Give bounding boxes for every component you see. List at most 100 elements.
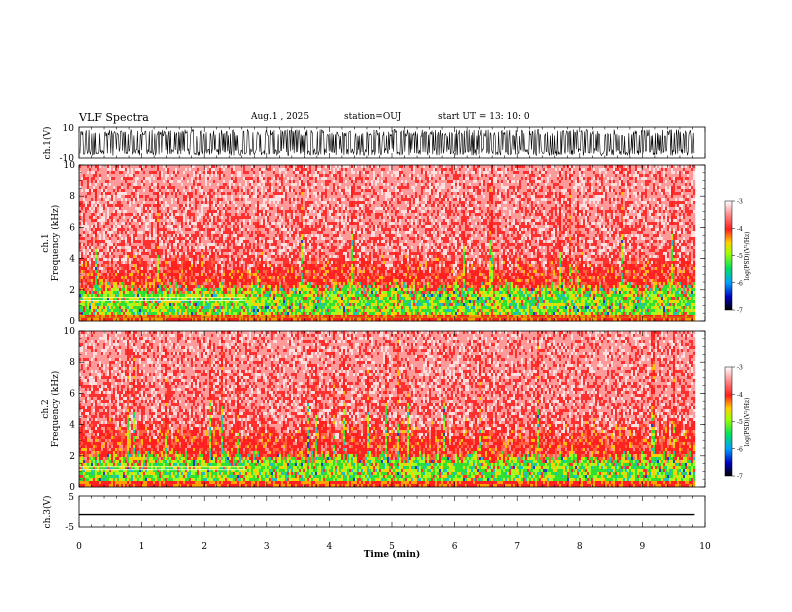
spectrogram-cell (85, 165, 87, 168)
spectrogram-cell (89, 198, 91, 201)
spectrogram-cell (103, 216, 105, 219)
spectrogram-cell (109, 189, 111, 192)
spectrogram-cell (107, 294, 109, 297)
spectrogram-cell (111, 240, 113, 243)
spectrogram-cell (81, 306, 83, 309)
spectrogram-cell (93, 243, 95, 246)
spectrogram-cell (117, 195, 119, 198)
spectrogram-cell (107, 261, 109, 264)
spectrogram-cell (93, 264, 95, 267)
spectrogram-cell (109, 249, 111, 252)
spectrogram-cell (117, 171, 119, 174)
spectrogram-cell (89, 237, 91, 240)
spectrogram-cell (117, 219, 119, 222)
spectrogram-cell (99, 309, 101, 312)
spectrogram-cell (83, 189, 85, 192)
spectrogram-cell (103, 255, 105, 258)
spectrogram-cell (99, 294, 101, 297)
spectrogram-cell (111, 225, 113, 228)
spectrogram-cell (111, 261, 113, 264)
spectrogram-cell (103, 312, 105, 315)
spectrogram-cell (97, 210, 99, 213)
spectrogram-cell (111, 273, 113, 276)
spectrogram-cell (91, 303, 93, 306)
spectrogram-cell (107, 270, 109, 273)
spectrogram-cell (81, 243, 83, 246)
spectrogram-cell (117, 291, 119, 294)
spectrogram-cell (105, 243, 107, 246)
spectrogram-cell (101, 276, 103, 279)
spectrogram-cell (97, 240, 99, 243)
spectrogram-cell (107, 282, 109, 285)
spectrogram-cell (91, 255, 93, 258)
spectrogram-cell (89, 258, 91, 261)
spectrogram-cell (113, 249, 115, 252)
spectrogram-cell (115, 291, 117, 294)
spectrogram-cell (91, 264, 93, 267)
spectrogram-cell (97, 312, 99, 315)
spectrogram-cell (117, 213, 119, 216)
spectrogram-cell (87, 186, 89, 189)
spectrogram-cell (105, 213, 107, 216)
spectrogram-cell (99, 165, 101, 168)
spectrogram-cell (107, 228, 109, 231)
spectrogram-cell (97, 270, 99, 273)
spectrogram-cell (113, 165, 115, 168)
spectrogram-cell (93, 267, 95, 270)
spectrogram-cell (95, 309, 97, 312)
spectrogram-cell (111, 183, 113, 186)
spectrogram-cell (97, 288, 99, 291)
spectrogram-cell (101, 177, 103, 180)
spectrogram-cell (89, 294, 91, 297)
spectrogram-cell (89, 207, 91, 210)
spectrogram-cell (99, 234, 101, 237)
spectrogram-cell (81, 273, 83, 276)
spectrogram-cell (115, 183, 117, 186)
spectrogram-cell (103, 291, 105, 294)
spectrogram-cell (83, 213, 85, 216)
spectrogram-cell (103, 171, 105, 174)
spectrogram-cell (85, 291, 87, 294)
spectrogram-cell (119, 189, 121, 192)
spectrogram-cell (95, 282, 97, 285)
spectrogram-cell (93, 195, 95, 198)
spectrogram-cell (83, 312, 85, 315)
spectrogram-cell (111, 222, 113, 225)
spectrogram-cell (115, 282, 117, 285)
spectrogram-cell (103, 252, 105, 255)
spectrogram-cell (95, 279, 97, 282)
spectrogram-cell (109, 246, 111, 249)
spectrogram-cell (105, 291, 107, 294)
spectrogram-cell (97, 231, 99, 234)
spectrogram-cell (113, 276, 115, 279)
spectrogram-cell (81, 186, 83, 189)
spectrogram-cell (117, 201, 119, 204)
spectrogram-cell (117, 252, 119, 255)
spectrogram-cell (89, 291, 91, 294)
spectrogram-cell (99, 258, 101, 261)
spectrogram-cell (107, 171, 109, 174)
spectrogram-cell (105, 201, 107, 204)
spectrogram-cell (87, 303, 89, 306)
spectrogram-cell (87, 282, 89, 285)
spectrogram-cell (81, 213, 83, 216)
spectrogram-cell (109, 177, 111, 180)
spectrogram-cell (113, 231, 115, 234)
spectrogram-cell (91, 201, 93, 204)
spectrogram-cell (101, 291, 103, 294)
spectrogram-cell (85, 270, 87, 273)
spectrogram-cell (97, 213, 99, 216)
spectrogram-cell (105, 279, 107, 282)
spectrogram-cell (115, 234, 117, 237)
spectrogram-cell (105, 165, 107, 168)
spectrogram-cell (117, 306, 119, 309)
spectrogram-cell (89, 276, 91, 279)
spectrogram-cell (115, 201, 117, 204)
spectrogram-cell (111, 288, 113, 291)
spectrogram-cell (81, 252, 83, 255)
spectrogram-cell (115, 174, 117, 177)
spectrogram-cell (103, 303, 105, 306)
spectrogram-cell (97, 165, 99, 168)
spectrogram-cell (105, 249, 107, 252)
spectrogram-cell (95, 204, 97, 207)
